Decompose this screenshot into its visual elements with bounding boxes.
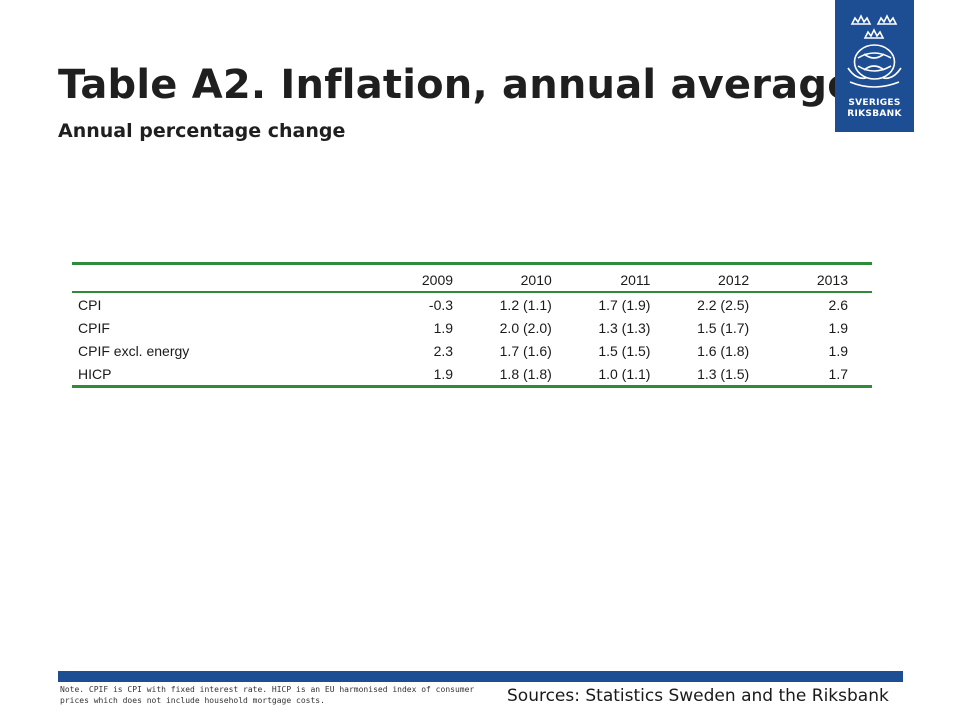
table-row: CPIF 1.9 2.0 (2.0) 1.3 (1.3) 1.5 (1.7) 1… (72, 316, 872, 339)
footer-divider-bar (58, 671, 903, 682)
row-label: CPIF (78, 319, 110, 336)
table-cell: 1.9 (828, 319, 848, 336)
row-label-header (72, 264, 356, 293)
year-header: 2013 (816, 271, 848, 288)
table-cell: 1.7 (1.9) (598, 296, 651, 313)
row-label: HICP (78, 365, 112, 382)
table-header-row: 2009 2010 2011 2012 2013 (72, 263, 872, 293)
table-cell: 2.3 (433, 342, 454, 359)
year-header: 2012 (718, 271, 750, 288)
year-header: 2011 (620, 271, 651, 288)
crown-emblem-icon (847, 14, 902, 88)
table-cell: 1.6 (1.8) (697, 342, 750, 359)
table-cell: 1.9 (828, 342, 848, 359)
table-cell: 1.9 (433, 365, 454, 382)
table-cell: 1.2 (1.1) (499, 296, 552, 313)
table-cell: 1.7 (1.6) (499, 342, 552, 359)
table-cell: 1.0 (1.1) (598, 365, 651, 382)
table-cell: 1.8 (1.8) (499, 365, 552, 382)
row-label: CPIF excl. energy (78, 342, 190, 359)
sources-text: Sources: Statistics Sweden and the Riksb… (507, 686, 889, 706)
table-cell: 2.6 (828, 296, 848, 313)
table-cell: 1.5 (1.7) (697, 319, 750, 336)
page-title: Table A2. Inflation, annual average (58, 62, 855, 108)
table-cell: 2.2 (2.5) (697, 296, 750, 313)
table-cell: 1.9 (433, 319, 454, 336)
table-row: CPI -0.3 1.2 (1.1) 1.7 (1.9) 2.2 (2.5) 2… (72, 292, 872, 316)
table-cell: -0.3 (428, 296, 454, 313)
table-cell: 1.3 (1.5) (697, 365, 750, 382)
table-row: CPIF excl. energy 2.3 1.7 (1.6) 1.5 (1.5… (72, 339, 872, 362)
table-cell: 1.5 (1.5) (598, 342, 651, 359)
logo-text-sveriges: SVERIGES (848, 98, 901, 108)
inflation-table: 2009 2010 2011 2012 2013 CPI -0.3 1.2 (1… (72, 262, 872, 388)
table-row: HICP 1.9 1.8 (1.8) 1.0 (1.1) 1.3 (1.5) 1… (72, 362, 872, 387)
page-subtitle: Annual percentage change (58, 120, 346, 142)
table-cell: 1.7 (828, 365, 848, 382)
riksbank-logo: SVERIGES RIKSBANK (835, 0, 914, 132)
footnote: Note. CPIF is CPI with fixed interest ra… (60, 685, 475, 705)
year-header: 2009 (421, 271, 454, 288)
row-label: CPI (78, 296, 102, 313)
logo-text-riksbank: RIKSBANK (847, 109, 902, 119)
table-cell: 2.0 (2.0) (499, 319, 552, 336)
year-header: 2010 (520, 271, 552, 288)
table-cell: 1.3 (1.3) (598, 319, 651, 336)
